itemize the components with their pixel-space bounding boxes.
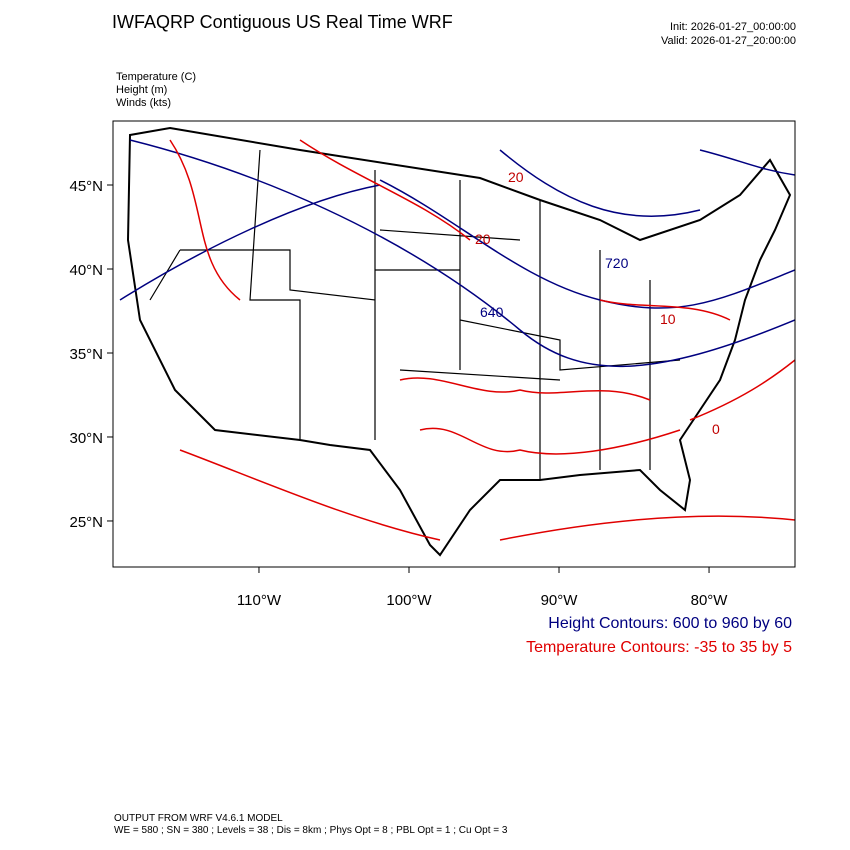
lon-label: 100°W xyxy=(386,592,432,609)
lat-label: 45°N xyxy=(69,178,103,195)
lon-label: 80°W xyxy=(691,592,729,609)
valid-time: Valid: 2026-01-27_20:00:00 xyxy=(661,35,796,47)
contour-label: 20 xyxy=(475,231,491,247)
footer-line: WE = 580 ; SN = 380 ; Levels = 38 ; Dis … xyxy=(114,825,508,836)
contour-label: 20 xyxy=(508,169,524,185)
legend-temperature: Temperature Contours: -35 to 35 by 5 xyxy=(526,639,792,656)
lat-label: 25°N xyxy=(69,514,103,531)
state-borders xyxy=(149,149,681,480)
contour-label: 10 xyxy=(660,311,676,327)
field-label: Winds (kts) xyxy=(116,97,171,109)
legend-height: Height Contours: 600 to 960 by 60 xyxy=(548,615,792,632)
contour-label: 0 xyxy=(712,421,720,437)
lat-label: 35°N xyxy=(69,346,103,363)
field-label: Height (m) xyxy=(116,84,167,96)
footer-line: OUTPUT FROM WRF V4.6.1 MODEL xyxy=(114,813,283,824)
contour-label: 640 xyxy=(480,304,504,320)
lon-label: 110°W xyxy=(237,592,282,609)
map-frame xyxy=(112,120,796,568)
axis-ticks: 45°N 40°N 35°N 30°N 25°N 110°W 100°W 90°W 80°W xyxy=(69,178,728,609)
map: 20 20 720 640 10 0 xyxy=(112,120,796,568)
lat-label: 30°N xyxy=(69,430,103,447)
contour-label: 720 xyxy=(605,255,629,271)
field-label: Temperature (C) xyxy=(116,71,196,83)
temperature-contours xyxy=(169,139,795,541)
lon-label: 90°W xyxy=(541,592,579,609)
init-time: Init: 2026-01-27_00:00:00 xyxy=(670,21,796,33)
height-contours xyxy=(119,139,795,367)
lat-label: 40°N xyxy=(69,262,103,279)
title: IWFAQRP Contiguous US Real Time WRF xyxy=(112,12,453,32)
